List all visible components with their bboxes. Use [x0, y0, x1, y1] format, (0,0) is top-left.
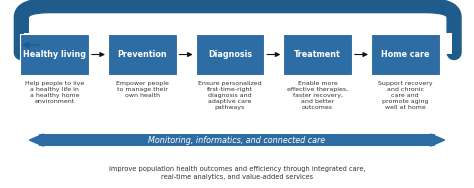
Text: Ensure personalized
first-time-right
diagnosis and
adaptive care
pathways: Ensure personalized first-time-right dia…: [198, 81, 262, 110]
Text: Help people to live
a healthy life in
a healthy home
environment: Help people to live a healthy life in a …: [25, 81, 84, 104]
Bar: [24, 33, 452, 54]
Text: Empower people
to manage their
own health: Empower people to manage their own healt…: [116, 81, 169, 98]
FancyBboxPatch shape: [371, 34, 439, 75]
Bar: [39, 134, 435, 146]
Polygon shape: [430, 134, 445, 146]
Polygon shape: [29, 134, 44, 146]
Text: Home care: Home care: [381, 50, 429, 59]
Text: Improve population health outcomes and efficiency through integrated care,
real-: Improve population health outcomes and e…: [109, 166, 365, 180]
FancyBboxPatch shape: [195, 34, 264, 75]
FancyBboxPatch shape: [20, 34, 89, 75]
Text: Enable more
effective therapies,
faster recovery,
and better
outcomes: Enable more effective therapies, faster …: [287, 81, 348, 110]
FancyBboxPatch shape: [108, 34, 176, 75]
Text: Support recovery
and chronic
care and
promote aging
well at home: Support recovery and chronic care and pr…: [378, 81, 433, 110]
Text: Diagnosis: Diagnosis: [208, 50, 252, 59]
Text: Treatment: Treatment: [294, 50, 341, 59]
FancyBboxPatch shape: [283, 34, 352, 75]
Text: Prevention: Prevention: [118, 50, 167, 59]
Text: Monitoring, informatics, and connected care: Monitoring, informatics, and connected c…: [148, 136, 326, 145]
Text: Healthy living: Healthy living: [23, 50, 86, 59]
